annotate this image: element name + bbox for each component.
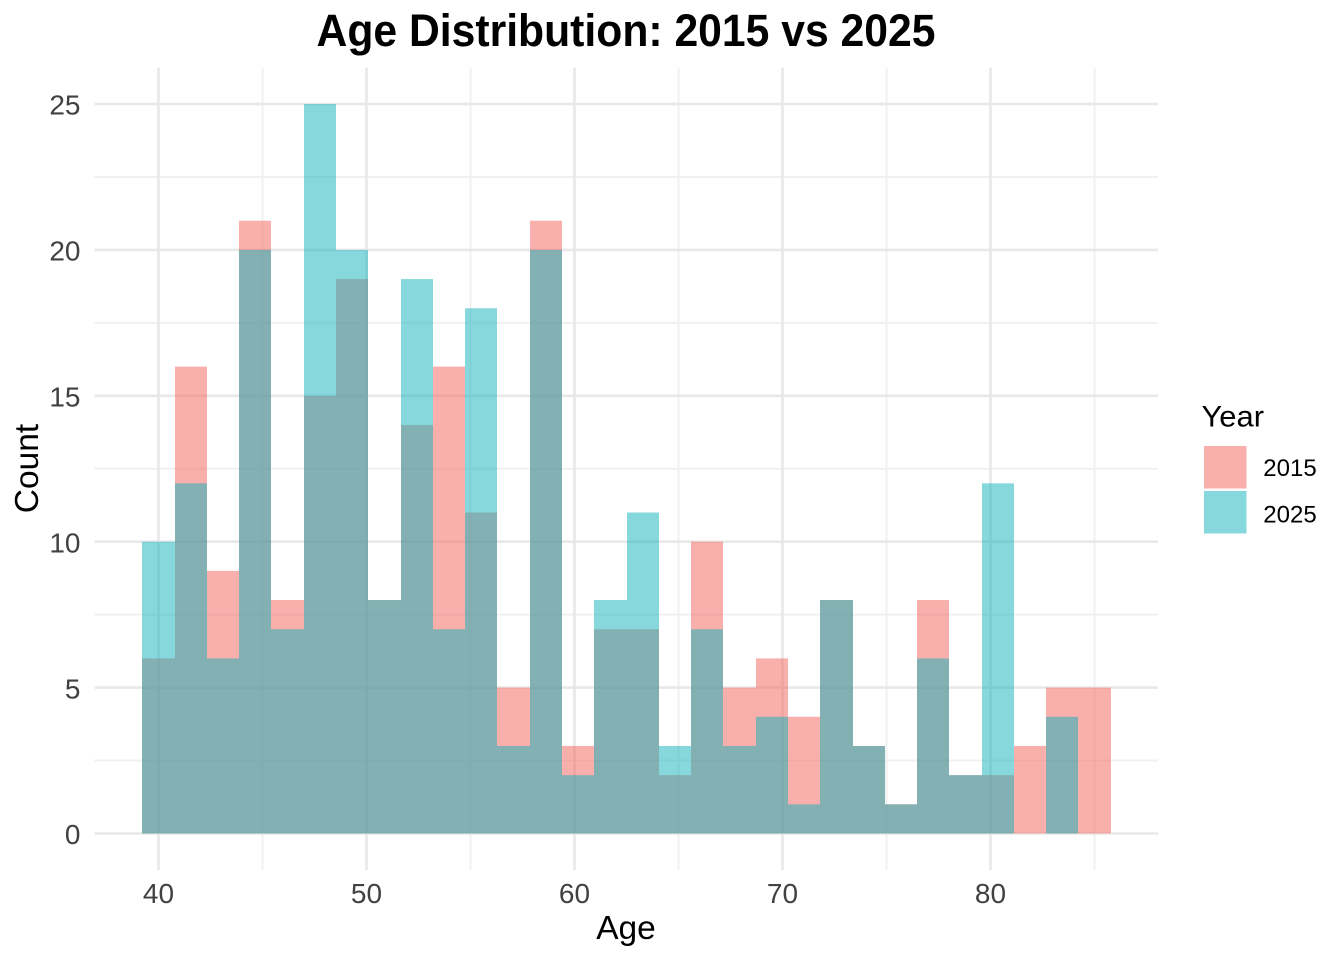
svg-text:2025: 2025 (1263, 502, 1316, 529)
svg-text:20: 20 (49, 236, 80, 267)
svg-text:5: 5 (65, 673, 81, 704)
svg-text:80: 80 (975, 878, 1006, 909)
svg-text:60: 60 (559, 878, 590, 909)
svg-text:15: 15 (49, 382, 80, 413)
svg-text:70: 70 (767, 878, 798, 909)
svg-text:Year: Year (1202, 401, 1265, 434)
svg-text:40: 40 (143, 878, 174, 909)
svg-text:Count: Count (9, 423, 46, 513)
svg-text:Age: Age (596, 910, 656, 947)
svg-text:10: 10 (49, 527, 80, 558)
svg-text:25: 25 (49, 90, 80, 121)
svg-text:0: 0 (65, 819, 81, 850)
svg-text:Age Distribution: 2015 vs 2025: Age Distribution: 2015 vs 2025 (317, 5, 936, 56)
svg-text:2015: 2015 (1263, 455, 1316, 482)
svg-text:50: 50 (351, 878, 382, 909)
